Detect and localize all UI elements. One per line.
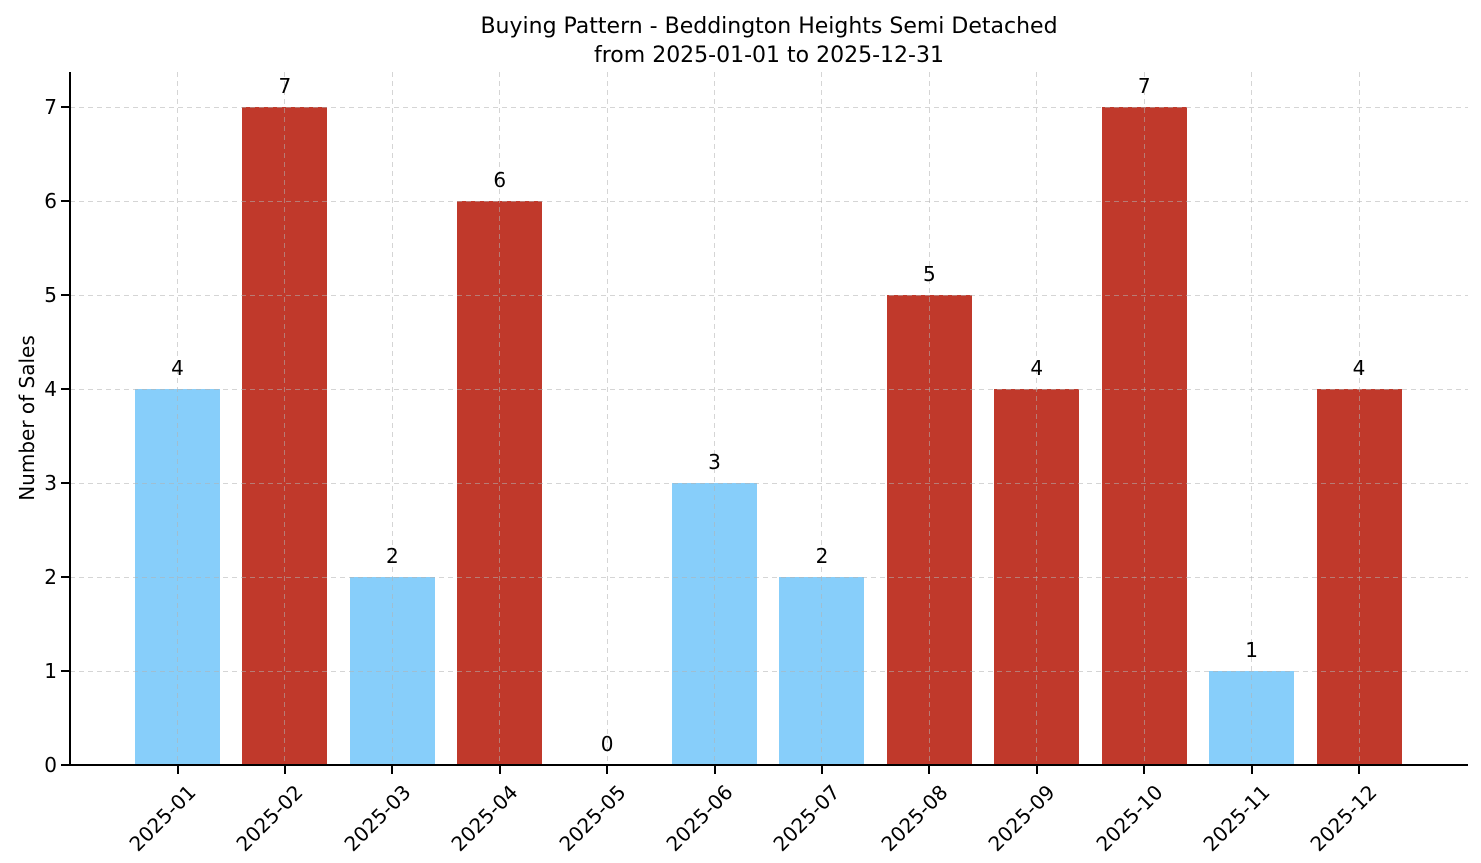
x-tick-label-2025-09: 2025-09 xyxy=(983,780,1060,857)
bar-value-2025-09: 4 xyxy=(1030,356,1044,380)
y-tick-6 xyxy=(61,200,69,202)
gridline-x-2025-06 xyxy=(714,72,716,765)
x-tick-label-2025-02: 2025-02 xyxy=(231,780,308,857)
gridline-y-7 xyxy=(70,107,1468,108)
y-tick-label-0: 0 xyxy=(44,753,57,777)
gridline-y-5 xyxy=(70,295,1468,296)
x-tick-2025-09 xyxy=(1035,766,1038,774)
gridline-x-2025-09 xyxy=(1036,72,1038,765)
gridline-x-2025-02 xyxy=(284,72,286,765)
chart-title: Buying Pattern - Beddington Heights Semi… xyxy=(70,12,1468,70)
y-tick-2 xyxy=(61,576,69,578)
bar-value-2025-03: 2 xyxy=(385,544,399,568)
x-tick-label-2025-11: 2025-11 xyxy=(1198,780,1275,857)
y-axis-spine xyxy=(69,72,71,766)
y-tick-label-4: 4 xyxy=(44,377,57,401)
x-tick-2025-05 xyxy=(606,766,609,774)
x-tick-2025-01 xyxy=(176,766,179,774)
gridline-x-2025-01 xyxy=(177,72,178,765)
gridline-x-2025-10 xyxy=(1143,72,1145,765)
x-tick-label-2025-08: 2025-08 xyxy=(876,780,953,857)
chart-title-line1: Buying Pattern - Beddington Heights Semi… xyxy=(480,14,1058,39)
chart-title-line2: from 2025-01-01 to 2025-12-31 xyxy=(594,43,944,68)
y-tick-1 xyxy=(61,670,69,672)
bar-value-2025-08: 5 xyxy=(922,262,936,286)
x-tick-2025-02 xyxy=(283,766,286,774)
gridline-x-2025-03 xyxy=(391,72,393,765)
x-tick-2025-07 xyxy=(820,766,823,774)
y-tick-label-2: 2 xyxy=(44,565,57,589)
y-tick-3 xyxy=(61,482,69,484)
bar-value-2025-11: 1 xyxy=(1245,638,1258,662)
y-tick-label-7: 7 xyxy=(44,95,57,119)
x-tick-label-2025-03: 2025-03 xyxy=(339,780,416,857)
x-tick-2025-11 xyxy=(1250,766,1253,774)
x-axis-spine xyxy=(69,764,1468,766)
bar-value-2025-01: 4 xyxy=(171,356,184,380)
x-tick-label-2025-05: 2025-05 xyxy=(554,780,631,857)
y-tick-label-6: 6 xyxy=(44,189,57,213)
gridline-x-2025-11 xyxy=(1251,72,1253,765)
x-tick-2025-04 xyxy=(498,766,501,774)
y-tick-4 xyxy=(61,388,69,390)
gridline-x-2025-08 xyxy=(928,72,930,765)
bar-value-2025-07: 2 xyxy=(815,544,829,568)
x-tick-label-2025-01: 2025-01 xyxy=(124,780,201,857)
bar-value-2025-06: 3 xyxy=(708,450,721,474)
gridline-y-1 xyxy=(70,671,1468,672)
gridline-x-2025-07 xyxy=(821,72,823,765)
bar-value-2025-12: 4 xyxy=(1352,356,1366,380)
gridline-x-2025-04 xyxy=(499,72,501,765)
x-tick-2025-03 xyxy=(391,766,394,774)
gridline-x-2025-12 xyxy=(1358,72,1360,765)
x-tick-label-2025-10: 2025-10 xyxy=(1091,780,1168,857)
x-tick-2025-10 xyxy=(1143,766,1146,774)
bar-value-2025-10: 7 xyxy=(1137,74,1151,98)
bar-value-2025-02: 7 xyxy=(278,74,292,98)
x-tick-label-2025-12: 2025-12 xyxy=(1305,780,1382,857)
bar-value-2025-05: 0 xyxy=(600,732,614,756)
gridline-x-2025-05 xyxy=(606,72,608,765)
y-tick-0 xyxy=(61,764,69,766)
gridline-y-3 xyxy=(70,483,1468,484)
x-tick-2025-08 xyxy=(928,766,931,774)
x-tick-label-2025-07: 2025-07 xyxy=(768,780,845,857)
x-tick-label-2025-04: 2025-04 xyxy=(446,780,523,857)
y-tick-label-5: 5 xyxy=(44,283,57,307)
y-tick-label-1: 1 xyxy=(44,659,57,683)
y-tick-7 xyxy=(61,106,69,108)
bar-value-2025-04: 6 xyxy=(493,168,507,192)
x-tick-label-2025-06: 2025-06 xyxy=(661,780,738,857)
y-tick-label-3: 3 xyxy=(44,471,57,495)
x-tick-2025-06 xyxy=(713,766,716,774)
gridline-y-4 xyxy=(70,389,1468,390)
gridline-y-2 xyxy=(70,577,1468,578)
gridline-y-6 xyxy=(70,201,1468,202)
y-tick-5 xyxy=(61,294,69,296)
x-tick-2025-12 xyxy=(1358,766,1360,774)
